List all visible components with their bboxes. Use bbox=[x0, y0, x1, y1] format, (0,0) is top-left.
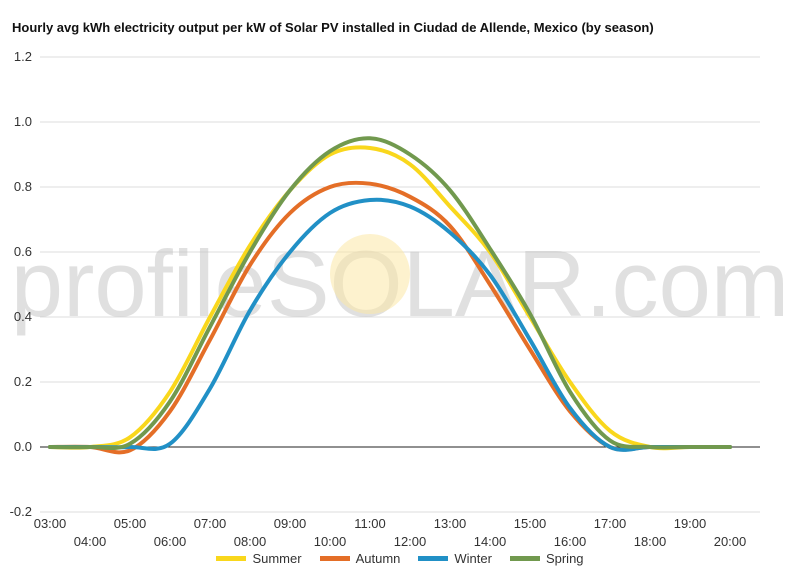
y-tick-label: 0.8 bbox=[14, 179, 32, 194]
x-tick-label: 03:00 bbox=[34, 516, 67, 531]
legend-item-autumn: Autumn bbox=[319, 551, 401, 566]
y-tick-label: 0.6 bbox=[14, 244, 32, 259]
legend-label: Summer bbox=[252, 551, 302, 566]
x-tick-label: 09:00 bbox=[274, 516, 307, 531]
x-tick-label: 04:00 bbox=[74, 534, 107, 549]
y-tick-label: 1.0 bbox=[14, 114, 32, 129]
y-tick-label: 1.2 bbox=[14, 49, 32, 64]
legend: Summer Autumn Winter Spring bbox=[0, 549, 800, 566]
legend-item-winter: Winter bbox=[418, 551, 492, 566]
x-tick-label: 14:00 bbox=[474, 534, 507, 549]
x-tick-label: 10:00 bbox=[314, 534, 347, 549]
series-line-spring bbox=[48, 136, 732, 451]
x-tick-label: 20:00 bbox=[714, 534, 747, 549]
y-tick-label: 0.2 bbox=[14, 374, 32, 389]
y-tick-label: 0.0 bbox=[14, 439, 32, 454]
y-tick-label: 0.4 bbox=[14, 309, 32, 324]
x-tick-label: 16:00 bbox=[554, 534, 587, 549]
legend-swatch bbox=[418, 556, 449, 561]
x-tick-label: 06:00 bbox=[154, 534, 187, 549]
legend-label: Autumn bbox=[355, 551, 401, 566]
legend-swatch bbox=[509, 556, 540, 561]
x-tick-label: 18:00 bbox=[634, 534, 667, 549]
series-line-summer bbox=[48, 145, 732, 451]
legend-swatch bbox=[319, 556, 350, 561]
y-axis: -0.2 0.0 0.2 0.4 0.6 0.8 1.0 1.2 bbox=[10, 49, 32, 519]
x-tick-label: 05:00 bbox=[114, 516, 147, 531]
series-lines bbox=[48, 136, 732, 455]
series-line-winter bbox=[48, 197, 732, 452]
x-tick-label: 17:00 bbox=[594, 516, 627, 531]
x-tick-label: 15:00 bbox=[514, 516, 547, 531]
chart-title: Hourly avg kWh electricity output per kW… bbox=[12, 20, 654, 35]
x-tick-label: 11:00 bbox=[354, 516, 386, 531]
x-tick-label: 19:00 bbox=[674, 516, 707, 531]
x-tick-label: 07:00 bbox=[194, 516, 227, 531]
legend-item-spring: Spring bbox=[509, 551, 584, 566]
x-tick-label: 08:00 bbox=[234, 534, 267, 549]
watermark-sun-icon bbox=[330, 234, 410, 314]
legend-swatch bbox=[216, 556, 247, 561]
legend-label: Spring bbox=[545, 551, 584, 566]
legend-label: Winter bbox=[454, 551, 492, 566]
y-tick-label: -0.2 bbox=[10, 504, 32, 519]
x-axis: 03:00 05:00 07:00 09:00 11:00 13:00 15:00 17:00… bbox=[34, 516, 747, 549]
x-tick-label: 13:00 bbox=[434, 516, 467, 531]
x-tick-label: 12:00 bbox=[394, 534, 427, 549]
legend-item-summer: Summer bbox=[216, 551, 302, 566]
